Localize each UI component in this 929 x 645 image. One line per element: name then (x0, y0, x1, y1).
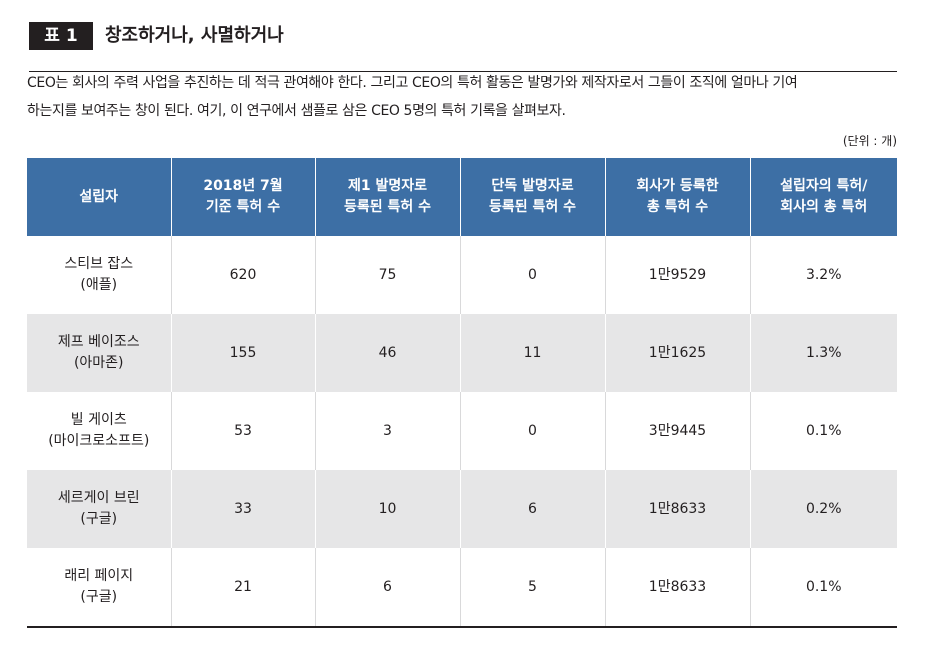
first-inventor-cell: 75 (314, 236, 460, 314)
patent-table: 설립자 2018년 7월 기준 특허 수 제1 발명자로 등록된 특허 수 단독… (27, 158, 897, 626)
founder-cell: 래리 페이지 (구글) (27, 548, 171, 626)
sole-inventor-cell: 11 (459, 314, 605, 392)
table-header-row: 설립자 2018년 7월 기준 특허 수 제1 발명자로 등록된 특허 수 단독… (27, 158, 897, 236)
table-bottom-rule (27, 626, 897, 628)
table-row: 래리 페이지 (구글) 21 6 5 1만8633 0.1% (27, 548, 897, 626)
company-total-cell: 3만9445 (604, 392, 750, 470)
founder-name: 세르게이 브린 (57, 490, 140, 506)
founder-name: 제프 베이조스 (57, 334, 140, 350)
ratio-cell: 0.2% (749, 470, 897, 548)
founder-company: (마이크로소프트) (48, 433, 150, 449)
founder-cell: 제프 베이조스 (아마존) (27, 314, 171, 392)
header-founder: 설립자 (27, 158, 171, 236)
table-title-bar: 표 1 창조하거나, 사멸하거나 (29, 22, 897, 72)
patents-2018-cell: 155 (170, 314, 315, 392)
unit-note: (단위 : 개) (842, 134, 897, 148)
founder-company: (구글) (80, 511, 118, 527)
header-patents-2018: 2018년 7월 기준 특허 수 (170, 158, 315, 236)
patents-2018-cell: 53 (170, 392, 315, 470)
header-sole-inventor: 단독 발명자로 등록된 특허 수 (459, 158, 605, 236)
patents-2018-cell: 620 (170, 236, 315, 314)
first-inventor-cell: 6 (314, 548, 460, 626)
founder-name: 스티브 잡스 (64, 256, 134, 272)
header-ratio: 설립자의 특허/ 회사의 총 특허 (749, 158, 897, 236)
company-total-cell: 1만8633 (604, 470, 750, 548)
table-row: 제프 베이조스 (아마존) 155 46 11 1만1625 1.3% (27, 314, 897, 392)
sole-inventor-cell: 6 (459, 470, 605, 548)
founder-name: 빌 게이츠 (70, 412, 127, 428)
founder-company: (애플) (80, 277, 118, 293)
table-number-badge: 표 1 (29, 22, 93, 50)
table-row: 빌 게이츠 (마이크로소프트) 53 3 0 3만9445 0.1% (27, 392, 897, 470)
company-total-cell: 1만9529 (604, 236, 750, 314)
title-divider (29, 71, 897, 72)
sole-inventor-cell: 5 (459, 548, 605, 626)
founder-company: (아마존) (73, 355, 124, 371)
first-inventor-cell: 10 (314, 470, 460, 548)
founder-cell: 빌 게이츠 (마이크로소프트) (27, 392, 171, 470)
ratio-cell: 0.1% (749, 548, 897, 626)
company-total-cell: 1만1625 (604, 314, 750, 392)
table-row: 세르게이 브린 (구글) 33 10 6 1만8633 0.2% (27, 470, 897, 548)
founder-company: (구글) (80, 589, 118, 605)
table-title: 창조하거나, 사멸하거나 (105, 25, 284, 46)
ratio-cell: 1.3% (749, 314, 897, 392)
patents-2018-cell: 33 (170, 470, 315, 548)
founder-cell: 세르게이 브린 (구글) (27, 470, 171, 548)
ratio-cell: 0.1% (749, 392, 897, 470)
founder-name: 래리 페이지 (64, 568, 134, 584)
intro-line-2: 하는지를 보여주는 창이 된다. 여기, 이 연구에서 샘플로 삼은 CEO 5… (27, 103, 566, 119)
header-company-total: 회사가 등록한 총 특허 수 (604, 158, 750, 236)
ratio-cell: 3.2% (749, 236, 897, 314)
sole-inventor-cell: 0 (459, 236, 605, 314)
table-row: 스티브 잡스 (애플) 620 75 0 1만9529 3.2% (27, 236, 897, 314)
patents-2018-cell: 21 (170, 548, 315, 626)
company-total-cell: 1만8633 (604, 548, 750, 626)
intro-paragraph: CEO는 회사의 주력 사업을 추진하는 데 적극 관여해야 한다. 그리고 C… (27, 69, 902, 125)
first-inventor-cell: 46 (314, 314, 460, 392)
intro-line-1: CEO는 회사의 주력 사업을 추진하는 데 적극 관여해야 한다. 그리고 C… (27, 75, 798, 91)
founder-cell: 스티브 잡스 (애플) (27, 236, 171, 314)
header-first-inventor: 제1 발명자로 등록된 특허 수 (314, 158, 460, 236)
first-inventor-cell: 3 (314, 392, 460, 470)
sole-inventor-cell: 0 (459, 392, 605, 470)
